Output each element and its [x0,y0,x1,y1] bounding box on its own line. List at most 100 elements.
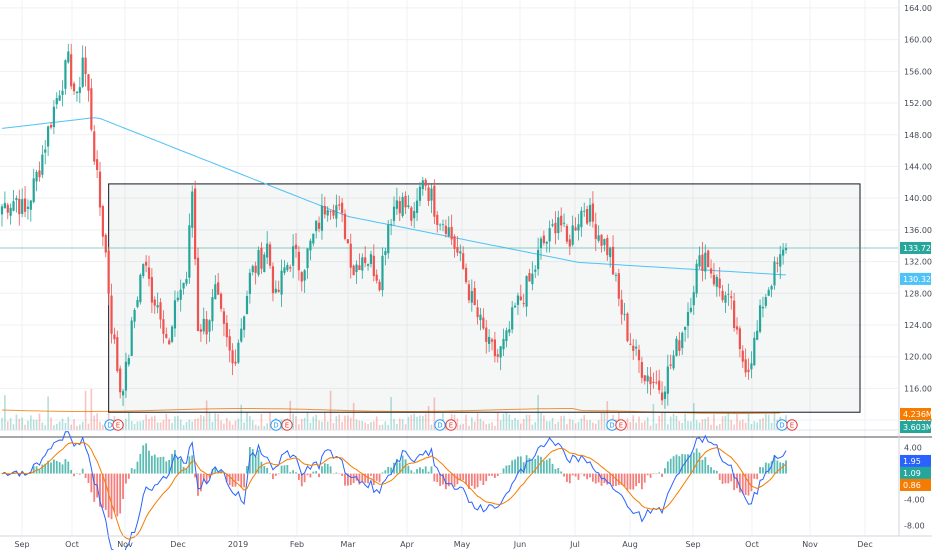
volume-bar [583,415,586,430]
event-marker-label: E [116,422,120,430]
event-marker-E[interactable]: E [112,419,124,431]
macd-histogram-bar [12,472,15,474]
candle-body [159,302,162,320]
volume-bar [367,423,369,430]
macd-histogram-bar [782,462,785,474]
macd-histogram-bar [358,473,361,485]
volume-bar [390,396,392,430]
macd-histogram-bar [462,473,465,481]
candle-body [686,311,690,326]
range-box[interactable] [108,183,861,413]
event-marker-circle [786,419,798,431]
candle-body [205,319,208,335]
macd-histogram-bar [511,460,514,474]
event-marker-D[interactable]: D [776,419,788,431]
macd-histogram-bar [286,464,289,474]
candle-body [562,222,566,224]
candle-body [335,205,338,219]
macd-histogram-bar [718,473,721,480]
volume-bar [672,413,675,430]
volume-bar [347,415,349,430]
volume-bar [266,423,268,430]
candle-body [0,206,4,215]
candle-body [493,339,496,357]
macd-histogram-bar [444,473,447,490]
macd-histogram-bar [597,473,600,483]
candle-body [346,239,349,244]
volume-bar [531,424,534,430]
macd-histogram-bar [61,464,64,474]
candle-body [626,313,629,342]
candle-body [251,266,254,273]
volume-bar [142,420,145,430]
candle-body [511,307,514,330]
volume-bar [153,415,156,430]
macd-badge-text: 1.95 [903,457,921,466]
macd-histogram-bar [439,473,442,487]
volume-bar [38,413,41,430]
candle-body [502,338,505,350]
time-tick-label: Oct [745,540,759,549]
candle-body [254,265,257,273]
candle-body [782,249,785,256]
event-marker-label: E [790,422,794,430]
volume-bar [217,413,219,430]
candle-body [127,358,130,365]
macd-histogram-bar [482,473,485,485]
volume-bar [79,424,81,430]
volume-bar [476,413,479,430]
candle-body [70,54,73,87]
volume-bar [433,397,436,430]
candle-body [678,340,681,351]
event-marker-E[interactable]: E [786,419,798,431]
candle-body [384,250,387,256]
candle-body [767,289,770,296]
volume-bar [574,423,577,430]
event-marker-D[interactable]: D [270,419,282,431]
price-tick-label: 164.00 [904,4,932,13]
macd-histogram-bar [557,467,560,474]
candle-body [456,247,459,253]
candle-body [464,267,468,283]
event-marker-E[interactable]: E [615,419,627,431]
event-marker-E[interactable]: E [281,419,293,431]
volume-bar [321,421,323,430]
candle-body [9,207,12,216]
candle-body [600,234,603,246]
candle-body [341,202,344,214]
volume-bar [641,422,643,430]
event-marker-E[interactable]: E [445,419,457,431]
macd-histogram-bar [615,473,617,486]
macd-histogram-bar [142,445,145,474]
candle-body [758,305,762,332]
candle-body [724,295,727,303]
macd-histogram-bar [453,473,456,487]
candle-body [398,201,401,214]
event-marker-D[interactable]: D [434,419,446,431]
candle-body [439,224,442,226]
volume-bar [128,412,130,430]
macd-histogram-bar [713,470,715,474]
macd-histogram-bar [496,473,499,477]
candle-body [580,210,583,228]
volume-bar [638,416,640,430]
volume-bar [459,424,462,430]
macd-histogram-bar [617,473,620,486]
macd-histogram-bar [759,466,761,474]
candle-body [208,320,211,332]
macd-histogram-bar [753,473,756,479]
macd-histogram-bar [332,473,335,475]
volume-bar [298,424,300,430]
macd-histogram-bar [50,462,52,474]
candle-body [649,376,652,385]
macd-histogram-bar [99,473,101,507]
macd-histogram-bar [174,450,176,474]
volume-bar [681,422,684,430]
macd-histogram-bar [542,460,545,474]
macd-histogram-bar [370,473,372,476]
macd-histogram-bar [502,468,505,474]
candle-body [637,349,641,361]
macd-histogram-bar [136,461,139,474]
